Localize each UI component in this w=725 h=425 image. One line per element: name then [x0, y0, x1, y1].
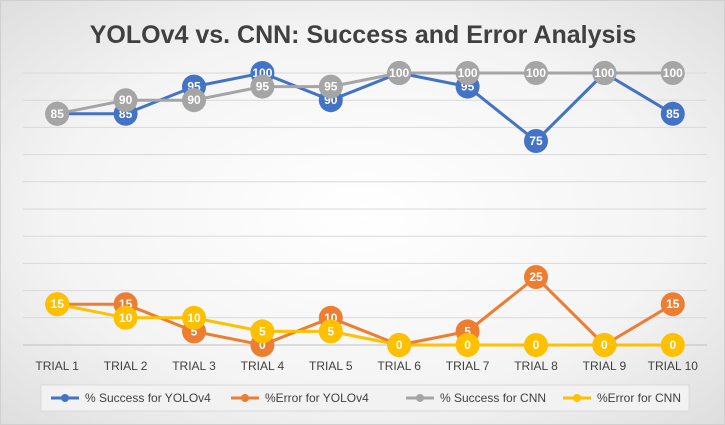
x-tick-label: TRIAL 8	[514, 359, 558, 373]
data-point	[387, 333, 412, 357]
legend-item-success-for-cnn: % Success for CNN	[406, 391, 546, 405]
legend-marker	[416, 394, 424, 402]
data-label: 5	[259, 324, 266, 338]
data-label: 100	[594, 66, 614, 80]
x-tick-label: TRIAL 6	[377, 359, 421, 373]
series-line-error-for-cnn	[56, 302, 673, 347]
data-label: 100	[389, 66, 409, 80]
data-point	[524, 265, 548, 289]
data-label: 95	[324, 80, 338, 94]
data-point	[182, 88, 206, 113]
data-point	[455, 61, 480, 85]
legend-marker	[61, 394, 69, 402]
data-point	[250, 319, 275, 344]
x-tick-label: TRIAL 2	[104, 359, 148, 373]
data-label: 15	[666, 297, 680, 311]
x-tick-label: TRIAL 5	[309, 359, 353, 373]
data-point	[660, 292, 685, 317]
legend-label: % Success for CNN	[440, 391, 546, 405]
data-label: 0	[533, 338, 540, 352]
legend-item-success-for-yolov4: % Success for YOLOv4	[51, 391, 211, 405]
data-point	[592, 333, 617, 357]
legend-item-error-for-cnn: %Error for CNN	[563, 391, 681, 405]
data-point	[455, 333, 480, 357]
data-label: 0	[601, 338, 608, 352]
data-point	[660, 333, 685, 357]
data-point	[318, 319, 343, 344]
data-label: 95	[256, 80, 270, 94]
legend-marker	[241, 394, 249, 402]
data-label: 90	[187, 93, 201, 107]
series-line-success-for-cnn	[56, 71, 673, 116]
data-label: 15	[51, 297, 65, 311]
x-tick-label: TRIAL 4	[241, 359, 285, 373]
data-label: 75	[529, 134, 543, 148]
legend-label: %Error for YOLOv4	[265, 391, 369, 405]
x-tick-label: TRIAL 10	[648, 359, 699, 373]
x-tick-label: TRIAL 1	[35, 359, 79, 373]
data-point	[524, 61, 548, 85]
data-label: 85	[51, 107, 65, 121]
series-line-success-for-yolov4	[57, 71, 674, 143]
data-label: 0	[464, 338, 471, 352]
data-label: 5	[327, 324, 334, 338]
x-tick-label: TRIAL 3	[172, 359, 216, 373]
data-point	[113, 305, 138, 330]
data-point	[113, 88, 138, 113]
legend-item-error-for-yolov4: %Error for YOLOv4	[231, 391, 369, 405]
data-point	[524, 333, 548, 357]
data-point	[45, 101, 70, 126]
series-line-error-for-yolov4	[57, 275, 674, 347]
data-label: 0	[669, 338, 676, 352]
data-point	[182, 305, 206, 330]
data-point	[45, 292, 70, 317]
data-label: 25	[529, 270, 543, 284]
data-point	[387, 61, 412, 85]
data-label: 90	[119, 93, 133, 107]
x-axis-tick-labels: TRIAL 1 TRIAL 2 TRIAL 3 TRIAL 4 TRIAL 5 TRIAL…	[35, 359, 698, 373]
legend-label: % Success for YOLOv4	[85, 391, 211, 405]
data-label: 100	[526, 66, 546, 80]
series-points: 8585951009010095751008515155010052501585…	[45, 61, 685, 357]
data-point	[660, 61, 685, 85]
series-markers-success-for-cnn: 85 90 90 95 95 100 100 100 100 100	[45, 61, 685, 126]
data-label: 5	[191, 324, 198, 338]
legend: % Success for YOLOv4 %Error for YOLOv4 % S…	[40, 384, 690, 412]
data-point	[592, 61, 617, 85]
data-label: 10	[187, 311, 201, 325]
data-label: 0	[396, 338, 403, 352]
data-point	[660, 101, 685, 126]
data-label: 5	[464, 324, 471, 338]
x-tick-label: TRIAL 9	[583, 359, 627, 373]
data-point	[318, 74, 343, 99]
data-label: 0	[259, 338, 266, 352]
x-tick-label: TRIAL 7	[446, 359, 490, 373]
data-label: 100	[458, 66, 478, 80]
data-label: 100	[663, 66, 683, 80]
data-label: 85	[666, 107, 680, 121]
legend-marker	[573, 394, 581, 402]
data-point	[524, 129, 548, 153]
legend-label: %Error for CNN	[597, 391, 681, 405]
chart-title: YOLOv4 vs. CNN: Success and Error Analys…	[90, 21, 637, 49]
data-label: 10	[119, 311, 133, 325]
series-lines	[56, 71, 674, 347]
data-point	[250, 74, 275, 99]
